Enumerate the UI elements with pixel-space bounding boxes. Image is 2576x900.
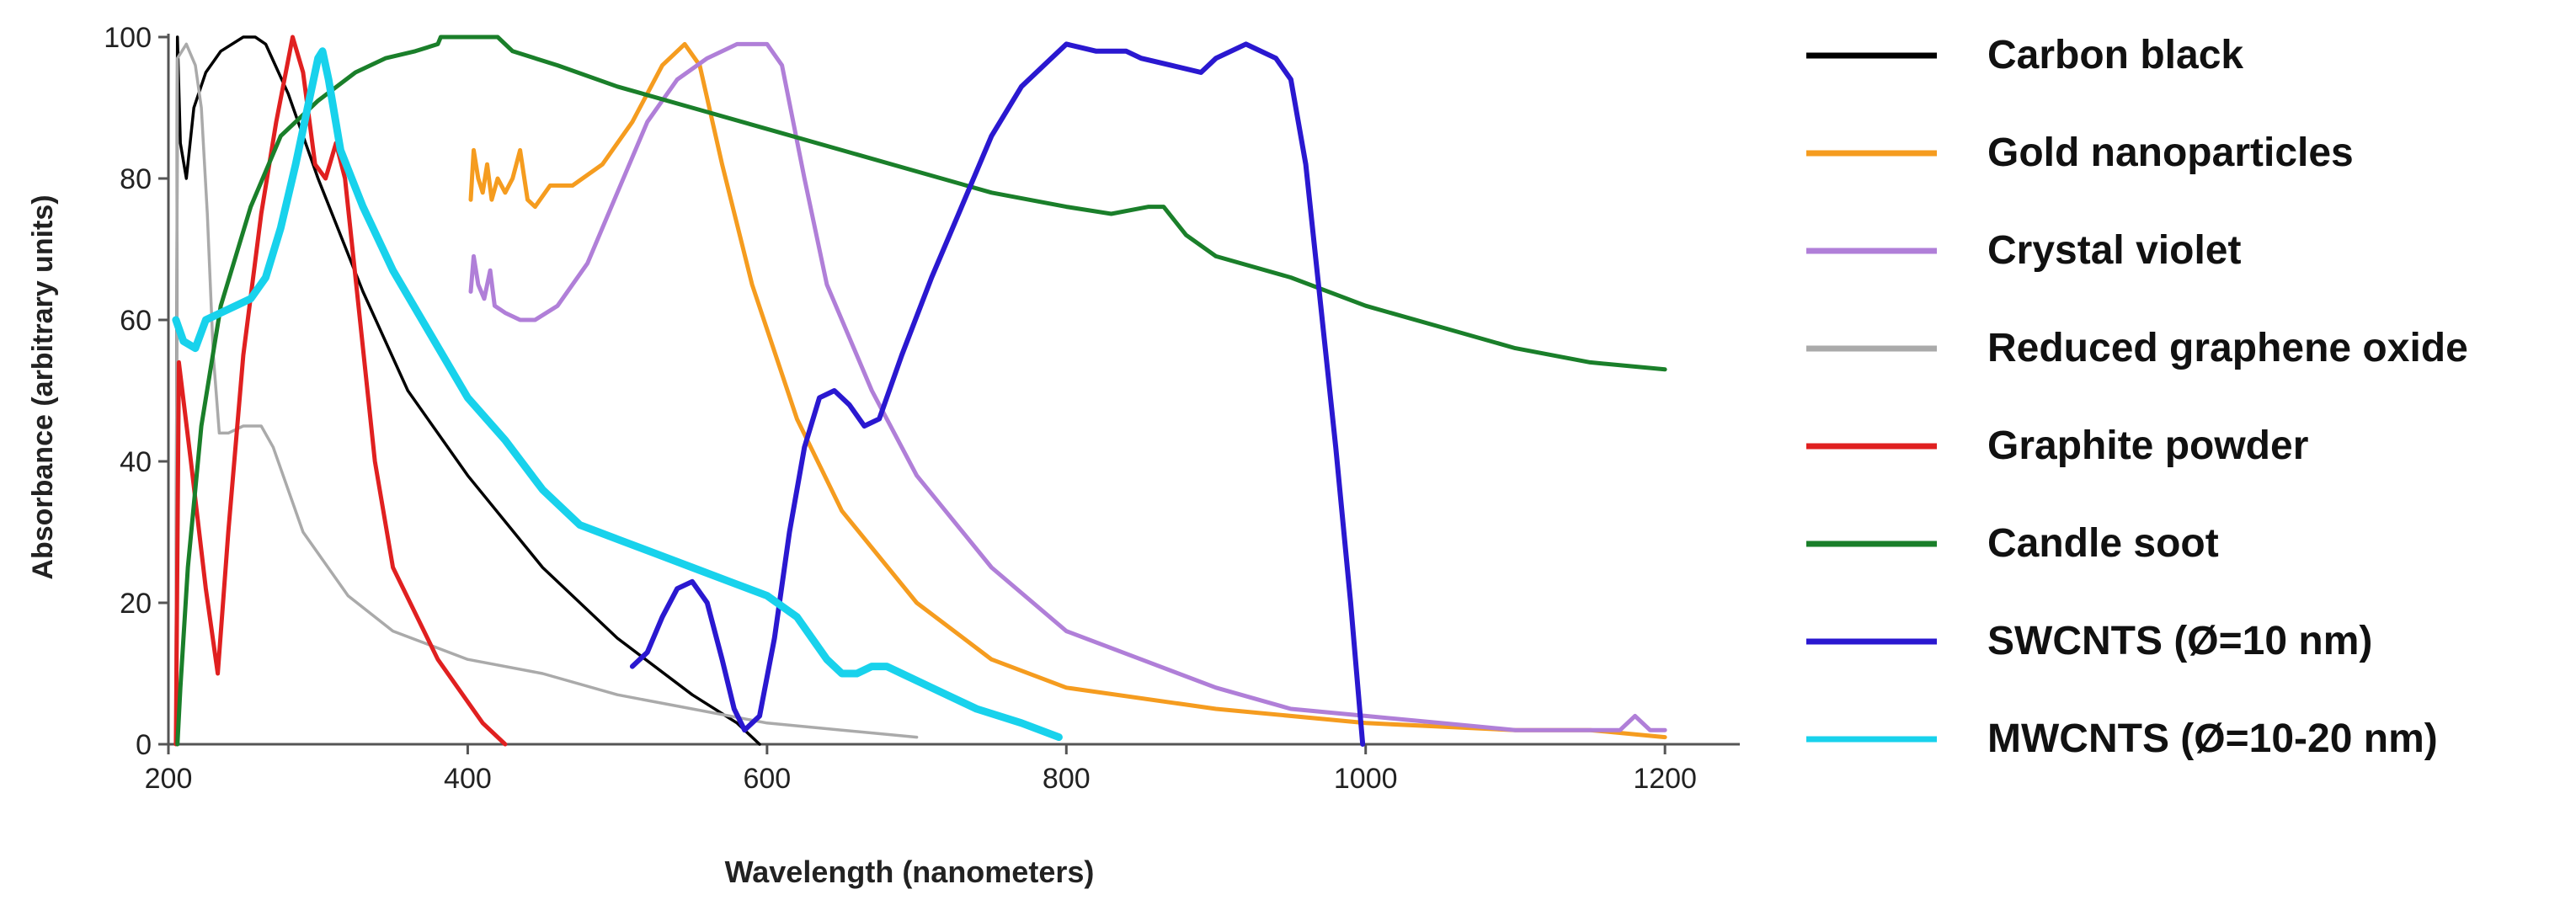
- y-tick-label: 0: [136, 729, 152, 761]
- y-tick-label: 60: [120, 305, 152, 337]
- x-tick-label: 400: [444, 763, 492, 795]
- legend-label-carbon-black: Carbon black: [1987, 33, 2243, 77]
- y-tick-label: 80: [120, 163, 152, 195]
- series-line-candle-soot: [175, 35, 1667, 747]
- x-tick-label: 1000: [1334, 763, 1398, 795]
- legend: Carbon black Gold nanoparticles Crystal vi…: [1806, 33, 2468, 761]
- series-layer: [172, 35, 1667, 747]
- y-tick-label: 100: [104, 22, 152, 54]
- series-line-carbon-black: [174, 35, 761, 746]
- legend-label-candle-soot: Candle soot: [1987, 521, 2219, 566]
- legend-label-mwcnts-10-20-nm: MWCNTS (Ø=10-20 nm): [1987, 716, 2438, 761]
- series-line-swcnts-10-nm: [629, 41, 1366, 747]
- legend-label-gold-nanoparticles: Gold nanoparticles: [1987, 130, 2354, 175]
- series-line-gold-nanoparticles: [468, 41, 1667, 740]
- series-line-reduced-graphene-oxide: [174, 42, 919, 746]
- legend-label-graphite-powder: Graphite powder: [1987, 423, 2308, 468]
- y-tick-label: 20: [120, 588, 152, 620]
- x-tick-label: 600: [743, 763, 791, 795]
- series-line-graphite-powder: [173, 35, 508, 747]
- x-tick-label: 1200: [1633, 763, 1697, 795]
- y-axis-label: Absorbance (arbitrary units): [27, 194, 59, 579]
- series-line-crystal-violet: [468, 41, 1667, 732]
- y-tick-label: 40: [120, 446, 152, 478]
- legend-label-crystal-violet: Crystal violet: [1987, 228, 2241, 273]
- series-line-mwcnts-10-20-nm: [172, 47, 1063, 742]
- axes: 200 400 600 800 1000 1200 0 20 40 60 80 100: [104, 22, 1740, 795]
- x-axis-label: Wavelength (nanometers): [725, 855, 1095, 889]
- x-tick-label: 800: [1043, 763, 1091, 795]
- legend-label-reduced-graphene-oxide: Reduced graphene oxide: [1987, 326, 2468, 370]
- x-tick-label: 200: [145, 763, 193, 795]
- legend-label-swcnts-10-nm: SWCNTS (Ø=10 nm): [1987, 619, 2372, 663]
